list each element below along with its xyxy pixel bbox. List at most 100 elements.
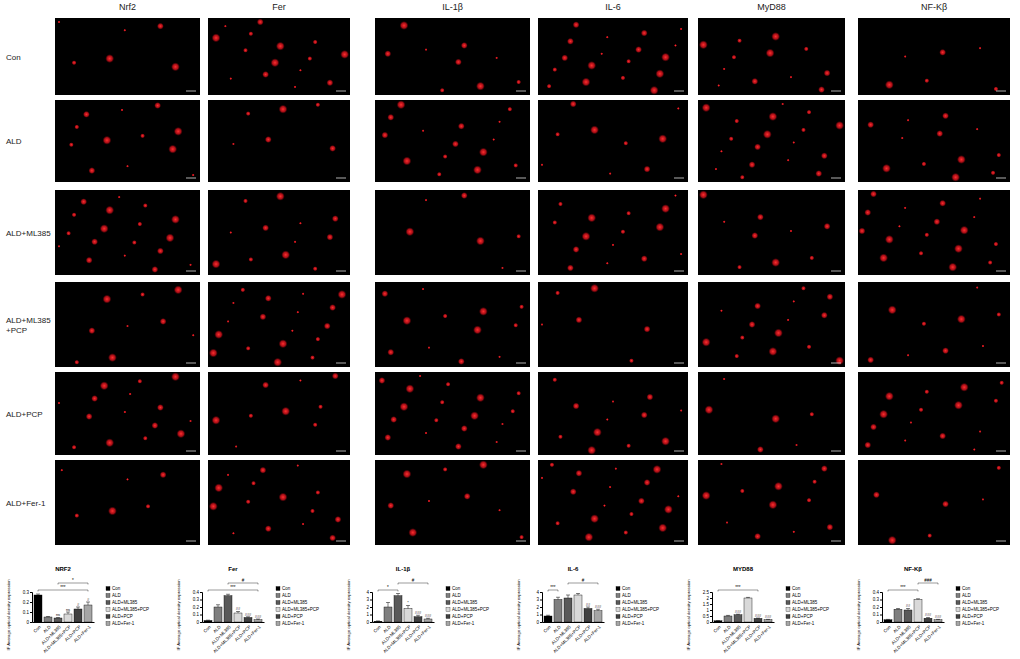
speckle	[809, 412, 814, 417]
significance-label: ###	[924, 578, 932, 583]
speckle	[315, 102, 320, 107]
y-tick: 0	[26, 620, 32, 625]
error-bar-stem	[218, 605, 219, 607]
fluorescence-panel	[55, 100, 200, 182]
speckle	[680, 409, 683, 412]
scale-bar	[186, 178, 196, 179]
y-tick-mark	[880, 607, 882, 608]
legend-label: ALD+PCP	[962, 614, 983, 619]
legend-swatch	[956, 594, 960, 598]
speckle	[587, 213, 596, 222]
speckle	[655, 223, 664, 232]
panel-background	[208, 372, 350, 455]
speckle	[262, 224, 269, 231]
speckle	[265, 136, 272, 143]
x-tick: ALD+Fer-1	[243, 624, 263, 644]
panel-background	[375, 282, 530, 367]
speckle	[664, 505, 673, 514]
speckle	[661, 204, 670, 213]
speckle	[427, 346, 430, 349]
speckle	[83, 111, 90, 118]
speckle	[552, 67, 557, 72]
x-axis-line	[373, 622, 435, 623]
speckle	[704, 405, 713, 414]
speckle	[951, 173, 960, 182]
speckle	[552, 377, 557, 382]
y-tick-mark	[710, 622, 712, 623]
significance-label: ***	[230, 585, 236, 590]
row-label-line: ALD+Fer-1	[6, 499, 46, 508]
speckle	[326, 234, 333, 241]
speckle	[658, 134, 667, 143]
speckle	[476, 236, 485, 245]
error-bar	[386, 603, 390, 608]
y-axis-title: IF Average optical density expression	[686, 579, 691, 651]
speckle	[919, 407, 924, 412]
speckle	[567, 38, 574, 45]
y-tick-label: 0.2	[873, 605, 880, 610]
speckle	[821, 465, 828, 472]
fluorescence-panel	[698, 372, 845, 455]
scale-bar	[996, 271, 1006, 272]
speckle	[609, 172, 612, 175]
x-tick: ALD+Fer-1	[583, 624, 603, 644]
speckle	[229, 77, 232, 80]
y-tick: 4	[536, 590, 542, 595]
speckle	[898, 225, 901, 228]
legend-label: Con	[112, 586, 121, 591]
speckle	[243, 48, 248, 53]
y-tick-label: 0.3	[193, 597, 200, 602]
speckle	[749, 321, 756, 328]
significance-bracket	[888, 590, 918, 592]
legend-swatch	[956, 615, 960, 619]
speckle	[702, 103, 711, 112]
speckle	[699, 40, 708, 49]
y-tick: 2	[706, 596, 712, 601]
speckle	[157, 404, 164, 411]
speckle	[299, 379, 302, 382]
legend-label: ALD+ML385+PCP	[452, 607, 489, 612]
y-tick-label: 1.5	[703, 602, 710, 607]
speckle	[74, 124, 79, 129]
panel-background	[538, 190, 688, 275]
speckle	[229, 231, 232, 234]
speckle	[699, 190, 708, 199]
significance-label: ###	[255, 614, 262, 619]
error-bar	[66, 612, 70, 614]
speckle	[381, 132, 388, 139]
speckle	[516, 80, 521, 85]
speckle	[80, 198, 87, 205]
y-axis-title: IF Average optical density expression	[346, 579, 351, 651]
error-bar-stem	[88, 602, 89, 605]
bar	[594, 611, 602, 622]
x-tick: Con	[882, 624, 892, 634]
speckle	[629, 358, 634, 363]
error-bar-stem	[558, 597, 559, 599]
scale-bar	[674, 541, 684, 542]
legend-swatch	[276, 587, 280, 591]
bar	[904, 610, 912, 622]
x-tick-label: Con	[712, 624, 722, 634]
speckle	[734, 119, 739, 124]
speckle	[981, 345, 984, 348]
speckle	[789, 76, 792, 79]
bar-chart: 00.511.522.5ConALDALD+ML385ALD+ML385+PCP…	[686, 566, 829, 654]
y-tick: 0	[366, 620, 372, 625]
bar	[764, 620, 772, 622]
speckle	[291, 329, 294, 332]
plot-marks	[544, 594, 602, 623]
y-tick-mark	[370, 607, 372, 608]
speckle	[996, 465, 1001, 470]
y-tick-mark	[200, 622, 202, 623]
speckle	[818, 86, 825, 93]
speckle	[302, 523, 305, 526]
panel-background	[55, 190, 200, 275]
speckle	[174, 285, 183, 294]
speckle	[996, 153, 1001, 158]
speckle	[942, 347, 949, 354]
chart-title: IL-6	[568, 566, 579, 572]
speckle	[86, 257, 93, 264]
fluorescence-panel	[375, 372, 530, 455]
legend-label: ALD+Fer-1	[792, 621, 815, 626]
scale-bar	[336, 451, 346, 452]
